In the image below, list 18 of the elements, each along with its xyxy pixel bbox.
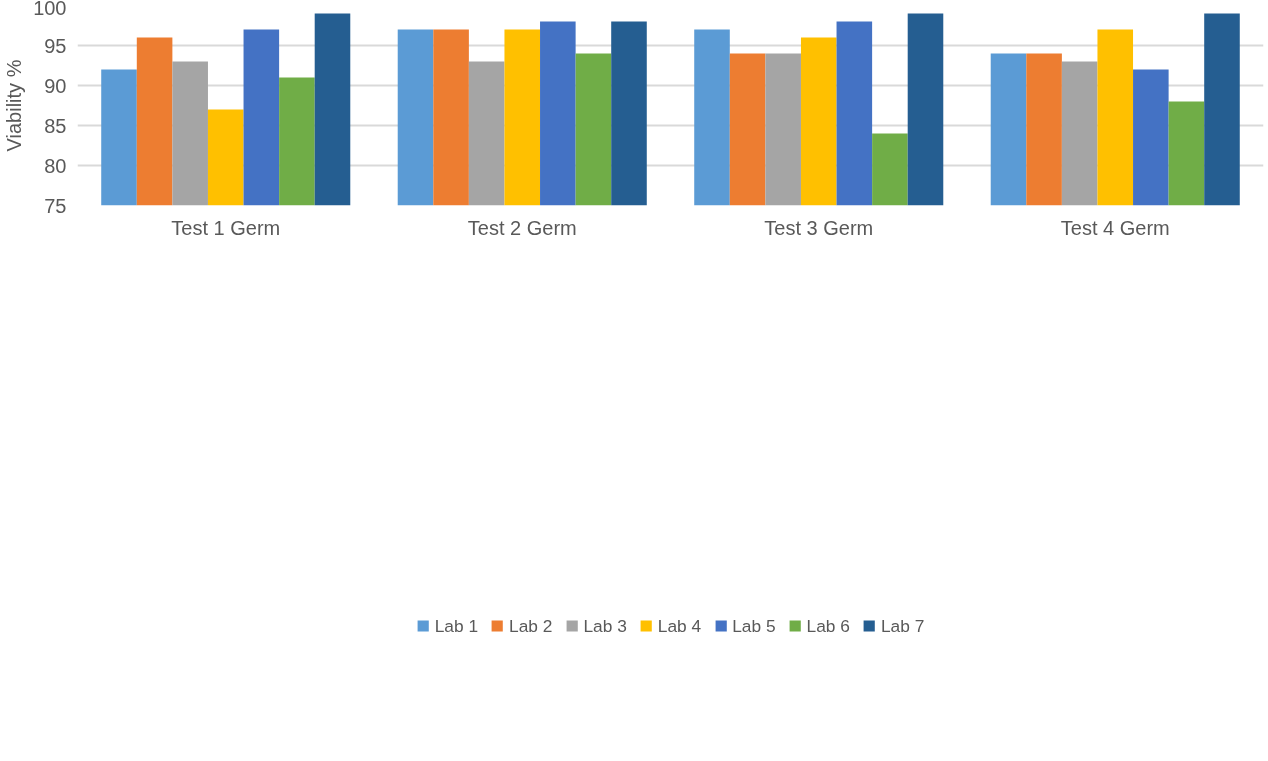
y-tick-label: 100 (33, 0, 67, 19)
y-tick-label: 85 (44, 114, 67, 137)
legend-label: Lab 1 (434, 615, 479, 637)
legend-label: Lab 6 (806, 615, 850, 637)
x-tick-label: Test 1 Germ (171, 216, 281, 239)
y-tick-label: 95 (44, 34, 67, 57)
y-axis-title: Viability % (3, 59, 26, 152)
x-tick-label: Test 4 Germ (1060, 216, 1170, 239)
x-tick-label: Test 3 Germ (764, 216, 874, 239)
legend-label: Lab 4 (657, 615, 702, 637)
y-tick-label: 75 (44, 194, 67, 217)
legend-label: Lab 7 (880, 615, 925, 637)
x-tick-label: Test 2 Germ (467, 216, 577, 239)
y-tick-label: 90 (44, 74, 67, 97)
legend-label: Lab 5 (732, 615, 776, 637)
legend-label: Lab 3 (583, 615, 627, 637)
y-tick-label: 80 (44, 154, 67, 177)
legend-label: Lab 2 (509, 615, 553, 637)
